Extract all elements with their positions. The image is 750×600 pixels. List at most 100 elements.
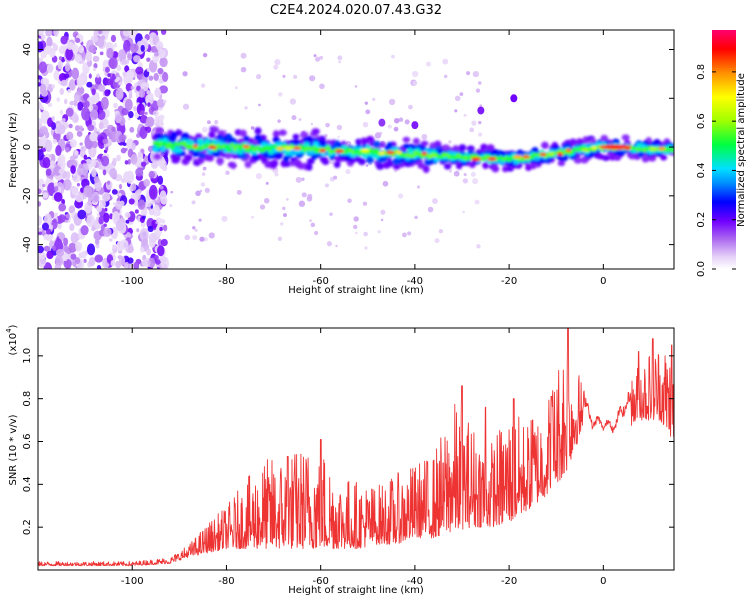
spectrogram-noise-blob [146, 89, 151, 95]
spectrogram-ridge-blob [420, 140, 429, 147]
spectrogram-noise-blob [41, 34, 46, 40]
spectrogram-faint-blob [337, 135, 340, 139]
snr-frame [37, 327, 675, 571]
spectrogram-noise-blob [127, 52, 132, 59]
spectrogram-faint-blob [329, 212, 333, 216]
spectrogram-noise-blob [42, 183, 46, 188]
snr-exp-close: ) [8, 324, 19, 328]
spectrogram-noise-blob [78, 45, 84, 54]
spectrogram-noise-blob [136, 85, 141, 92]
spectrogram-ridge-blob [402, 136, 411, 143]
spectrogram-noise-blob [157, 239, 163, 247]
spectrogram-faint-blob [309, 75, 316, 82]
spectrogram-feature-blob [510, 94, 518, 103]
spectrogram-noise-blob [159, 256, 167, 263]
spectrogram-noise-blob [89, 109, 99, 121]
spectrogram-faint-blob [407, 231, 412, 236]
spectrogram-noise-blob [58, 203, 67, 212]
spectrogram-faint-blob [314, 230, 319, 236]
spectrogram-noise-blob [147, 92, 154, 99]
spectrogram-ridge-blob [541, 141, 549, 150]
spectrogram-faint-blob [469, 127, 475, 133]
spectrogram-y-tick-label: -40 [22, 236, 33, 252]
spectrogram-noise-blob [48, 154, 52, 158]
spectrogram-noise-blob [139, 228, 149, 241]
spectrogram-ridge-blob [386, 141, 394, 148]
spectrogram-noise-blob [112, 202, 116, 206]
spectrogram-noise-blob [66, 41, 75, 50]
spectrogram-faint-blob [387, 124, 392, 129]
spectrogram-noise-blob [160, 196, 168, 205]
spectrogram-ridge-blob [278, 129, 287, 136]
spectrogram-ridge-blob [621, 134, 630, 141]
spectrogram-noise-blob [38, 117, 42, 131]
spectrogram-ridge-blob [176, 147, 183, 153]
spectrogram-noise-blob [38, 245, 45, 254]
spectrogram-noise-blob [107, 180, 111, 185]
spectrogram-noise-blob [140, 161, 147, 167]
spectrogram-noise-blob [124, 98, 133, 111]
spectrogram-faint-blob [306, 195, 313, 202]
spectrogram-noise-blob [135, 66, 144, 75]
spectrogram-ridge-core [421, 151, 428, 156]
spectrogram-noise-blob [157, 245, 165, 257]
spectrogram-faint-blob [345, 140, 352, 147]
snr-panel: -100 -80 -60 -40 -20 0 0.2 0.4 0.6 0.8 1.0 Height… [5, 324, 675, 596]
spectrogram-ridge-blob [272, 136, 280, 144]
spectrogram-noise-blob [59, 109, 64, 115]
spectrogram-ridge-blob [422, 165, 430, 173]
spectrogram-faint-blob [472, 178, 479, 185]
spectrogram-noise-blob [123, 39, 131, 53]
spectrogram-noise-blob [111, 189, 118, 195]
spectrogram-noise-blob [77, 101, 84, 111]
snr-y-exponent: (x104) [5, 324, 19, 355]
spectrogram-ridge-blob [486, 144, 495, 152]
spectrogram-noise-blob [124, 212, 131, 219]
spectrogram-faint-blob [335, 244, 338, 248]
spectrogram-faint-blob [258, 103, 261, 107]
spectrogram-noise-blob [116, 154, 121, 162]
spectrogram-faint-blob [255, 173, 262, 180]
spectrogram-noise-blob [148, 208, 155, 216]
spectrogram-noise-blob [115, 219, 125, 232]
spectrogram-faint-blob [301, 192, 307, 198]
spectrogram-noise-blob [143, 178, 151, 187]
spectrogram-ridge-blob [355, 138, 362, 145]
spectrogram-faint-blob [338, 60, 342, 64]
spectrogram-faint-blob [277, 236, 283, 241]
spectrogram-noise-blob [81, 107, 91, 121]
spectrogram-noise-blob [69, 223, 75, 232]
spectrogram-ridge-blob [234, 143, 241, 148]
spectrogram-noise-blob [94, 254, 103, 263]
spectrogram-ridge-blob [402, 143, 410, 150]
spectrogram-ridge-blob [641, 155, 650, 163]
spectrogram-noise-blob [127, 257, 134, 264]
spectrogram-noise-blob [86, 81, 93, 88]
colorbar-tick-label: 0.4 [696, 162, 707, 178]
spectrogram-ridge-blob [321, 159, 330, 165]
spectrogram-faint-blob [472, 70, 479, 78]
spectrogram-ridge-core [428, 153, 438, 158]
spectrogram-faint-blob [421, 133, 428, 140]
spectrogram-faint-blob [263, 197, 270, 204]
spectrogram-noise-blob [38, 201, 42, 207]
spectrogram-ridge-blob [292, 133, 300, 140]
spectrogram-faint-blob [170, 190, 174, 194]
spectrogram-faint-blob [394, 169, 397, 173]
spectrogram-noise-blob [88, 73, 92, 79]
snr-exp-open: (x10 [8, 333, 19, 356]
spectrogram-noise-blob [119, 239, 129, 250]
spectrogram-ridge-blob [173, 154, 181, 162]
spectrogram-noise-blob [62, 178, 72, 191]
spectrogram-x-tick-label: -80 [218, 276, 234, 287]
spectrogram-faint-blob [221, 215, 228, 222]
spectrogram-ridge-blob [231, 152, 239, 159]
spectrogram-noise-blob [75, 37, 81, 43]
spectrogram-noise-blob [83, 185, 93, 198]
spectrogram-noise-blob [60, 35, 68, 45]
spectrogram-noise-blob [71, 67, 80, 80]
spectrogram-noise-blob [75, 257, 81, 265]
spectrogram-noise-blob [118, 81, 123, 86]
spectrogram-noise-blob [102, 30, 110, 35]
spectrogram-ridge-blob [602, 154, 610, 162]
